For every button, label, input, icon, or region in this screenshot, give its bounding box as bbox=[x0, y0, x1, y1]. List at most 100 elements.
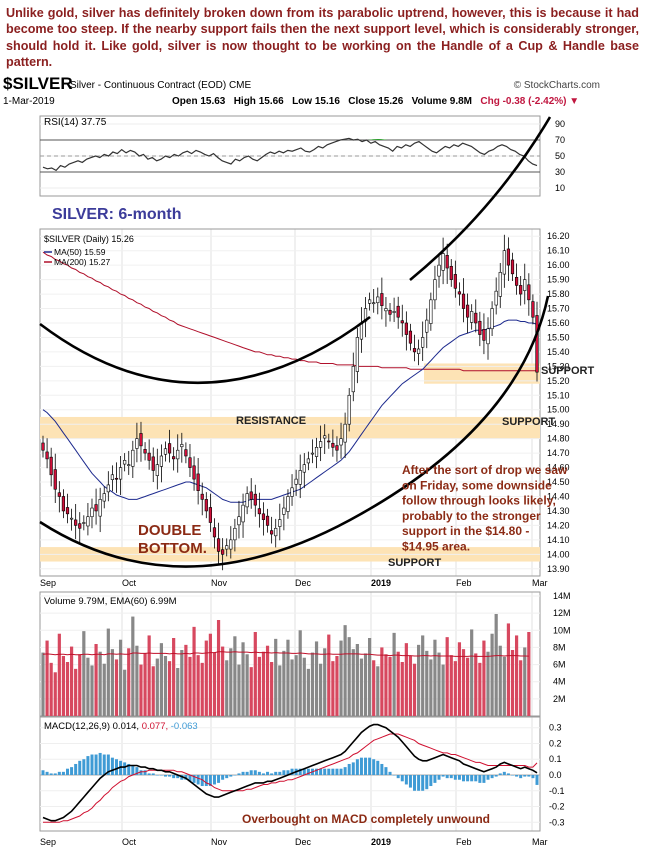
volume-bar bbox=[327, 634, 331, 716]
volume-tick-label: 2M bbox=[553, 694, 566, 704]
macd-histogram-bar bbox=[147, 773, 151, 775]
candle-body bbox=[331, 442, 335, 448]
macd-histogram-bar bbox=[511, 775, 515, 776]
volume-bar bbox=[41, 652, 45, 716]
candle-body bbox=[123, 460, 127, 465]
rsi-tick-label: 90 bbox=[555, 119, 565, 129]
macd-histogram-bar bbox=[351, 762, 355, 775]
candle-body bbox=[98, 499, 102, 517]
candle-body bbox=[298, 470, 302, 485]
volume-bar bbox=[274, 638, 278, 716]
macd-histogram-bar bbox=[421, 775, 425, 791]
volume-bar bbox=[221, 646, 225, 716]
macd-histogram-bar bbox=[212, 775, 216, 785]
price-tick-label: 14.70 bbox=[547, 448, 570, 458]
candle-body bbox=[114, 477, 119, 480]
quote-date: 1-Mar-2019 bbox=[3, 96, 55, 107]
volume-bar bbox=[245, 654, 249, 716]
chart-header: $SILVER Silver - Continuous Contract (EO… bbox=[0, 74, 645, 110]
volume-bar bbox=[286, 639, 290, 716]
macd-histogram-bar bbox=[319, 768, 323, 775]
volume-bar bbox=[212, 652, 217, 716]
macd-histogram-bar bbox=[225, 775, 229, 779]
volume-bar bbox=[159, 643, 163, 716]
volume-value: Volume 9.8M bbox=[411, 96, 473, 107]
candle-body bbox=[78, 523, 82, 529]
candle-body bbox=[376, 296, 380, 304]
candle-body bbox=[470, 311, 474, 323]
symbol-label: $SILVER bbox=[3, 74, 73, 93]
ma200-line bbox=[42, 251, 537, 372]
volume-tick-label: 8M bbox=[553, 642, 566, 652]
macd-histogram-bar bbox=[237, 773, 241, 775]
price-tick-label: 15.50 bbox=[547, 332, 570, 342]
volume-bar bbox=[147, 635, 151, 716]
macd-histogram-bar bbox=[368, 757, 372, 775]
macd-histogram-bar bbox=[41, 770, 45, 775]
volume-bar bbox=[445, 637, 449, 716]
macd-histogram-bar bbox=[429, 775, 433, 787]
volume-bar bbox=[135, 645, 139, 716]
candle-body bbox=[159, 455, 163, 467]
support-band bbox=[424, 363, 540, 384]
price-tick-label: 14.80 bbox=[547, 434, 570, 444]
price-tick-label: 14.20 bbox=[547, 520, 570, 530]
macd-histogram-bar bbox=[245, 771, 249, 775]
candle-body bbox=[339, 438, 343, 446]
macd-histogram-bar bbox=[290, 768, 294, 775]
macd-histogram-bar bbox=[502, 771, 506, 775]
price-tick-label: 15.80 bbox=[547, 289, 570, 299]
macd-histogram-bar bbox=[192, 775, 196, 783]
macd-histogram-bar bbox=[486, 775, 490, 780]
stockcharts-brand[interactable]: © StockCharts.com bbox=[513, 80, 600, 91]
macd-histogram-bar bbox=[278, 771, 282, 775]
candle-body bbox=[74, 519, 78, 526]
macd-histogram-bar bbox=[523, 775, 527, 777]
candle-body bbox=[388, 309, 392, 315]
volume-bar bbox=[118, 639, 123, 716]
volume-bar bbox=[208, 633, 212, 716]
volume-ema-line bbox=[42, 651, 529, 657]
candle-body bbox=[253, 493, 257, 506]
candle-body bbox=[163, 448, 168, 455]
volume-bar bbox=[372, 660, 376, 716]
volume-bar bbox=[384, 654, 388, 716]
volume-tick-label: 10M bbox=[553, 625, 571, 635]
volume-bar bbox=[249, 667, 253, 716]
macd-signal-line bbox=[43, 733, 538, 823]
candle-body bbox=[90, 507, 94, 518]
volume-bar bbox=[237, 664, 241, 716]
macd-histogram-bar bbox=[482, 775, 486, 783]
candle-body bbox=[478, 320, 482, 335]
price-tick-label: 14.40 bbox=[547, 491, 570, 501]
volume-bar bbox=[61, 656, 66, 716]
macd-histogram-bar bbox=[437, 775, 441, 780]
lower-cup-arc bbox=[39, 295, 550, 568]
macd-histogram-bar bbox=[257, 771, 261, 775]
volume-bar bbox=[290, 659, 294, 716]
macd-tick-label: -0.3 bbox=[549, 817, 565, 827]
candle-body bbox=[208, 507, 212, 523]
candle-body bbox=[147, 452, 151, 461]
volume-bar bbox=[143, 653, 147, 716]
month-tick-label: Dec bbox=[295, 837, 312, 847]
candle-body bbox=[241, 504, 245, 523]
ma200-legend: MA(200) 15.27 bbox=[54, 257, 110, 267]
macd-histogram-bar bbox=[139, 770, 143, 775]
macd-histogram-bar bbox=[188, 775, 192, 782]
macd-histogram-bar bbox=[453, 775, 457, 780]
candle-body bbox=[429, 299, 433, 324]
candle-body bbox=[425, 319, 429, 333]
volume-bar bbox=[90, 665, 94, 716]
macd-line bbox=[42, 723, 538, 822]
macd-histogram-bar bbox=[78, 760, 82, 775]
volume-bar bbox=[302, 657, 306, 716]
price-tick-label: 16.20 bbox=[547, 231, 570, 241]
price-panel bbox=[39, 228, 541, 577]
candle-body bbox=[278, 519, 282, 527]
commentary-text: Unlike gold, silver has definitely broke… bbox=[6, 6, 639, 70]
support-label-lower: SUPPORT bbox=[388, 557, 441, 569]
candle-body bbox=[225, 545, 229, 550]
macd-histogram-bar bbox=[61, 771, 65, 775]
volume-bar bbox=[323, 648, 327, 716]
